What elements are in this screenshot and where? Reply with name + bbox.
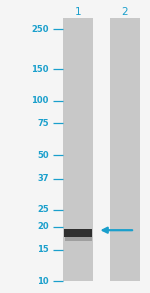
- Text: 150: 150: [31, 65, 49, 74]
- Bar: [64, 229, 92, 237]
- Text: 25: 25: [37, 205, 49, 214]
- Bar: [110, 18, 140, 281]
- Text: 1: 1: [75, 7, 81, 17]
- Text: 10: 10: [37, 277, 49, 286]
- Bar: [64, 237, 92, 241]
- Text: 37: 37: [37, 174, 49, 183]
- Text: 2: 2: [121, 7, 128, 17]
- Text: 50: 50: [37, 151, 49, 160]
- Text: 75: 75: [37, 119, 49, 128]
- Text: 250: 250: [31, 25, 49, 34]
- Bar: [63, 18, 93, 281]
- Text: 20: 20: [37, 222, 49, 231]
- Text: 15: 15: [37, 245, 49, 254]
- Text: 100: 100: [31, 96, 49, 105]
